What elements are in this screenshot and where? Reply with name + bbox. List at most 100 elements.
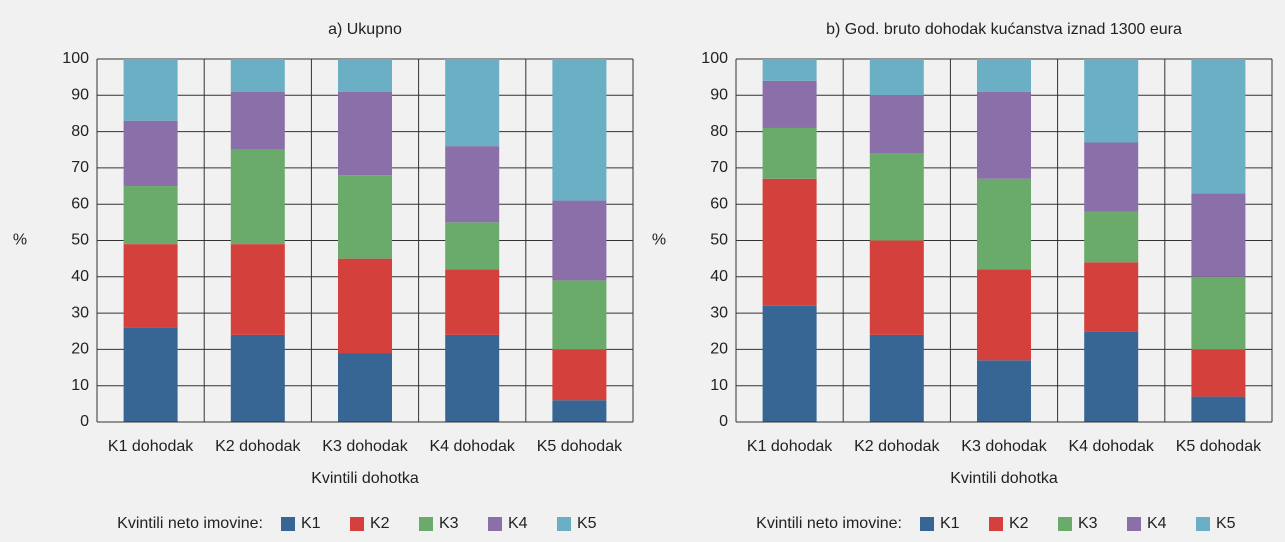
bar-segment	[445, 59, 500, 147]
legend-swatch	[419, 517, 433, 531]
legend-label: K3	[1078, 515, 1098, 532]
y-tick-label: 50	[71, 232, 89, 249]
legend-label: K1	[940, 515, 960, 532]
y-tick-label: 0	[80, 413, 89, 430]
legend-label: K3	[439, 515, 459, 532]
y-tick-label: 80	[710, 123, 728, 140]
y-tick-label: 30	[71, 304, 89, 321]
bar-segment	[230, 244, 285, 335]
bar-segment	[552, 200, 607, 281]
x-axis-label: Kvintili dohotka	[950, 470, 1058, 487]
bar-segment	[445, 222, 500, 270]
bar-segment	[123, 186, 178, 245]
bar-segment	[230, 59, 285, 92]
bar-segment	[338, 353, 392, 422]
legend-label: K4	[508, 515, 528, 532]
bar-segment	[762, 80, 817, 128]
legend-swatch	[488, 517, 502, 531]
bar-segment	[977, 59, 1031, 92]
bar-segment	[977, 91, 1031, 179]
bar-segment	[445, 146, 500, 223]
x-tick-label: K1 dohodak	[108, 438, 194, 455]
bar-segment	[1084, 262, 1139, 332]
x-axis-label: Kvintili dohotka	[311, 470, 419, 487]
bar-segment	[977, 269, 1031, 361]
y-tick-label: 70	[710, 159, 728, 176]
legend-title: Kvintili neto imovine:	[117, 515, 263, 532]
x-tick-label: K5 dohodak	[537, 438, 623, 455]
legend-label: K1	[301, 515, 321, 532]
y-tick-label: 90	[710, 87, 728, 104]
y-axis-label: %	[13, 232, 27, 249]
bar-segment	[1084, 211, 1139, 263]
legend-swatch	[1196, 517, 1210, 531]
y-tick-label: 60	[710, 195, 728, 212]
bar-segment	[1084, 142, 1139, 212]
x-tick-label: K4 dohodak	[1068, 438, 1154, 455]
legend-swatch	[557, 517, 571, 531]
bar-segment	[338, 91, 392, 176]
bar-segment	[869, 240, 924, 335]
legend-label: K4	[1147, 515, 1167, 532]
bar-segment	[1084, 331, 1139, 422]
bar-segment	[977, 360, 1031, 422]
x-tick-label: K3 dohodak	[961, 438, 1047, 455]
y-tick-label: 60	[71, 195, 89, 212]
bar-segment	[869, 153, 924, 241]
y-tick-label: 10	[710, 377, 728, 394]
legend-swatch	[1127, 517, 1141, 531]
bar-segment	[762, 305, 817, 422]
chart-title: a) Ukupno	[328, 21, 402, 38]
y-tick-label: 100	[62, 50, 89, 67]
bar-segment	[1084, 59, 1139, 143]
x-tick-label: K3 dohodak	[322, 438, 408, 455]
bar-segment	[762, 178, 817, 306]
legend-title: Kvintili neto imovine:	[756, 515, 902, 532]
y-tick-label: 20	[710, 341, 728, 358]
bar-segment	[445, 334, 500, 422]
bar-segment	[869, 95, 924, 154]
legend-swatch	[281, 517, 295, 531]
y-tick-label: 70	[71, 159, 89, 176]
chart-title: b) God. bruto dohodak kućanstva iznad 13…	[826, 21, 1182, 38]
x-tick-label: K1 dohodak	[747, 438, 833, 455]
bar-segment	[1191, 396, 1246, 422]
bar-segment	[123, 59, 178, 121]
bar-segment	[1191, 276, 1246, 350]
y-tick-label: 40	[710, 268, 728, 285]
bar-segment	[123, 244, 178, 328]
bar-segment	[552, 280, 607, 350]
legend-label: K5	[577, 515, 597, 532]
bar-segment	[1191, 349, 1246, 397]
bar-segment	[123, 120, 178, 187]
bar-segment	[1191, 59, 1246, 194]
bar-segment	[123, 327, 178, 422]
x-tick-label: K2 dohodak	[854, 438, 940, 455]
bar-segment	[445, 269, 500, 335]
y-tick-label: 100	[701, 50, 728, 67]
y-tick-label: 20	[71, 341, 89, 358]
bar-segment	[230, 91, 285, 150]
y-tick-label: 10	[71, 377, 89, 394]
bar-segment	[552, 59, 607, 201]
x-tick-label: K4 dohodak	[429, 438, 515, 455]
legend-swatch	[989, 517, 1003, 531]
x-tick-label: K2 dohodak	[215, 438, 301, 455]
bar-segment	[762, 127, 817, 179]
legend-swatch	[350, 517, 364, 531]
bar-segment	[338, 59, 392, 92]
bar-segment	[230, 334, 285, 422]
x-tick-label: K5 dohodak	[1176, 438, 1262, 455]
legend-label: K5	[1216, 515, 1236, 532]
bar-segment	[552, 349, 607, 401]
y-tick-label: 0	[719, 413, 728, 430]
bar-segment	[869, 334, 924, 422]
y-axis-label: %	[652, 232, 666, 249]
bar-segment	[552, 400, 607, 422]
y-tick-label: 30	[710, 304, 728, 321]
bar-segment	[869, 59, 924, 96]
bar-segment	[230, 149, 285, 245]
bar-segment	[338, 175, 392, 259]
